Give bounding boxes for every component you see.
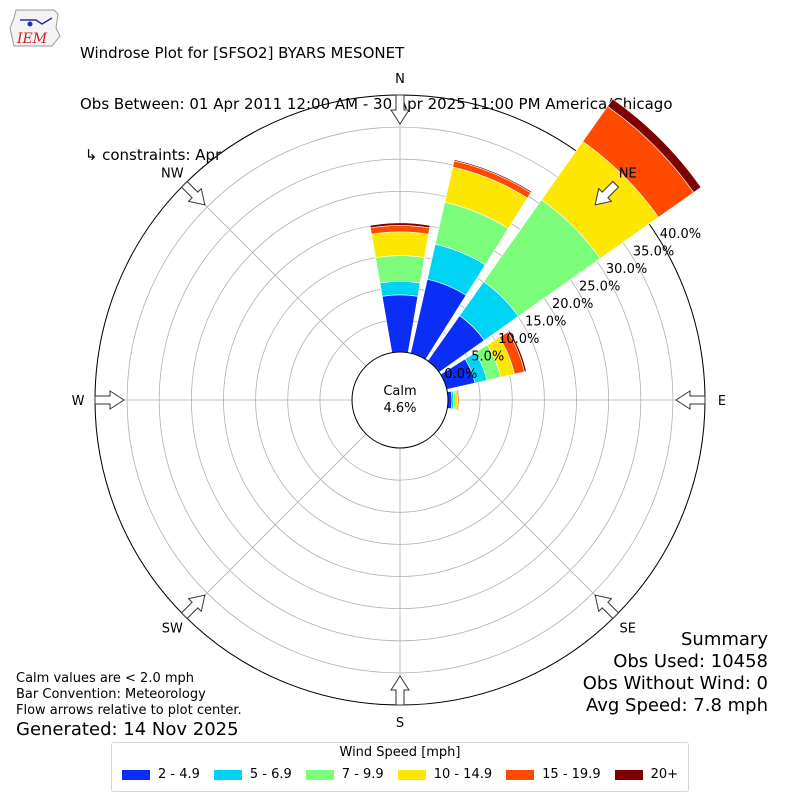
legend-swatch <box>397 769 426 780</box>
bar-segment <box>375 255 425 284</box>
bar-segment <box>607 98 702 193</box>
legend-swatch <box>506 769 535 780</box>
iem-logo-text: IEM <box>16 31 48 47</box>
legend-label: 5 - 6.9 <box>249 767 292 782</box>
bar-segment <box>507 330 527 373</box>
summary-obs-used: Obs Used: 10458 <box>613 651 768 672</box>
radial-tick-label: 35.0% <box>633 244 674 259</box>
flow-arrow-S <box>390 675 410 706</box>
grid-ring <box>126 126 674 674</box>
legend-swatch <box>614 769 643 780</box>
radial-tick-label: 5.0% <box>471 349 504 364</box>
flow-arrow-E <box>675 390 706 410</box>
legend-title: Wind Speed [mph] <box>339 745 461 760</box>
direction-label-SE: SE <box>619 622 635 637</box>
calm-value: 4.6% <box>383 401 416 416</box>
flow-arrow-NE <box>594 180 620 206</box>
legend: Wind Speed [mph] 2 - 4.9 5 - 6.9 7 - 9.9 10… <box>111 742 689 792</box>
direction-label-E: E <box>718 394 726 409</box>
note-bar-convention: Bar Convention: Meteorology <box>16 687 206 702</box>
direction-label-NE: NE <box>619 166 637 181</box>
legend-item: 5 - 6.9 <box>213 767 292 782</box>
direction-label-SW: SW <box>162 622 183 637</box>
bar-segment <box>453 159 532 194</box>
grid-ring <box>158 158 642 642</box>
radial-tick-label: 10.0% <box>498 332 539 347</box>
bar-segment <box>369 222 431 229</box>
legend-item: 7 - 9.9 <box>305 767 384 782</box>
radial-tick-label: 0.0% <box>444 367 477 382</box>
radial-tick-label: 25.0% <box>579 279 620 294</box>
direction-label-N: N <box>395 72 405 87</box>
legend-swatch <box>213 769 242 780</box>
title-line-2: Obs Between: 01 Apr 2011 12:00 AM - 30 A… <box>80 95 673 113</box>
legend-item: 15 - 19.9 <box>506 767 601 782</box>
summary-box: Summary Obs Used: 10458 Obs Without Wind… <box>583 629 768 717</box>
legend-item: 10 - 14.9 <box>397 767 493 782</box>
radial-tick-label: 30.0% <box>606 262 647 277</box>
legend-label: 20+ <box>650 767 679 782</box>
flow-arrow-N <box>390 94 410 125</box>
flow-arrow-SW <box>180 594 206 620</box>
direction-label-W: W <box>72 394 85 409</box>
legend-label: 10 - 14.9 <box>433 767 493 782</box>
direction-label-S: S <box>396 716 404 731</box>
axis-labels: 0.0% 5.0% 10.0% 15.0% 20.0% 25.0% 30.0% 35.0% 40… <box>72 72 727 731</box>
legend-swatch <box>121 769 150 780</box>
grid-ring <box>190 190 610 610</box>
iem-logo: IEM <box>9 9 61 47</box>
legend-swatch <box>305 769 334 780</box>
flow-arrow-NW <box>180 180 206 206</box>
notes: Calm values are < 2.0 mph Bar Convention… <box>16 671 242 719</box>
chart-title: Windrose Plot for [SFSO2] BYARS MESONET … <box>80 11 673 181</box>
flow-arrow-SE <box>594 594 620 620</box>
radial-tick-label: 20.0% <box>552 297 593 312</box>
legend-label: 15 - 19.9 <box>542 767 601 782</box>
calm-circle: Calm 4.6% <box>351 351 449 449</box>
legend-items: 2 - 4.9 5 - 6.9 7 - 9.9 10 - 14.9 15 - 19.9 2… <box>112 767 688 782</box>
summary-avg-speed: Avg Speed: 7.8 mph <box>586 695 768 716</box>
radial-tick-label: 15.0% <box>525 314 566 329</box>
legend-label: 7 - 9.9 <box>341 767 384 782</box>
calm-label: Calm <box>383 384 416 399</box>
generated-date: Generated: 14 Nov 2025 <box>16 719 239 740</box>
flow-arrow-W <box>94 390 125 410</box>
bar-segment <box>379 281 421 297</box>
flow-arrows <box>94 94 706 706</box>
radial-tick-label: 40.0% <box>660 227 701 242</box>
note-calm: Calm values are < 2.0 mph <box>16 671 195 686</box>
title-line-3: ↳ constraints: Apr <box>80 146 222 164</box>
bar-segment <box>457 389 460 411</box>
legend-label: 2 - 4.9 <box>157 767 200 782</box>
note-flow-arrows: Flow arrows relative to plot center. <box>16 703 242 718</box>
bar-segment <box>371 231 429 259</box>
title-line-1: Windrose Plot for [SFSO2] BYARS MESONET <box>80 44 405 62</box>
summary-title: Summary <box>681 629 768 650</box>
direction-label-NW: NW <box>161 166 184 181</box>
summary-obs-without-wind: Obs Without Wind: 0 <box>582 673 768 694</box>
legend-item: 20+ <box>614 767 679 782</box>
legend-item: 2 - 4.9 <box>121 767 200 782</box>
